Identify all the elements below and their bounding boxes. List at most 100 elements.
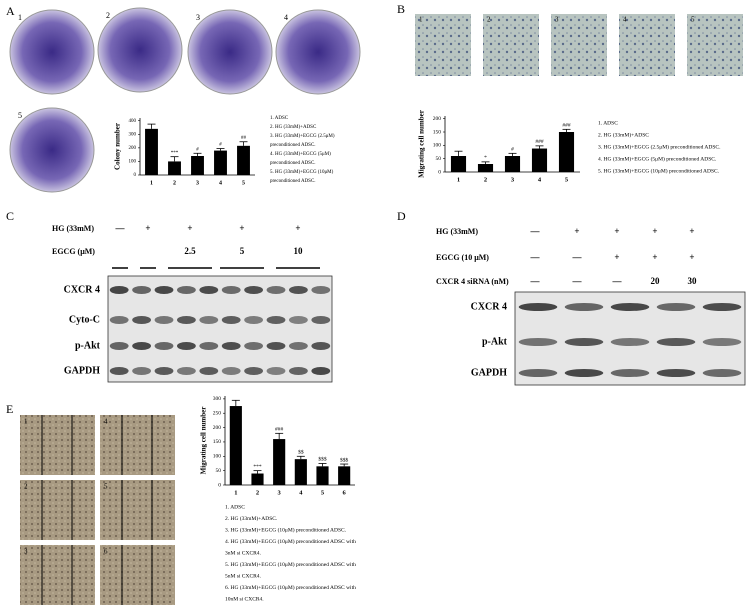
legend-item: 1. ADSC: [270, 116, 289, 121]
legend-item: preconditioned ADSC.: [270, 179, 316, 184]
legend-item: 2. HG (33mM)+ADSC: [270, 125, 317, 130]
protein-label: CXCR 4: [64, 284, 100, 295]
y-tick-label: 300: [213, 396, 222, 402]
legend-item: 2. HG (33mM)+ADSC: [598, 131, 649, 138]
significance-label: $$: [298, 449, 304, 456]
significance-label: #: [196, 147, 199, 152]
petri-dish: [187, 9, 273, 95]
y-axis-label: Colony number: [114, 123, 122, 170]
significance-label: ###: [275, 427, 284, 433]
field-label: 1: [419, 16, 423, 24]
treatment-mark: —: [530, 226, 541, 236]
treatment-mark: —: [612, 276, 623, 286]
treatment-mark: —: [572, 252, 583, 262]
treatment-mark: +: [689, 252, 694, 262]
bar: [316, 466, 329, 485]
legend-item: 3. HG (33mM)+EGCG (2.5μM) preconditioned…: [598, 143, 721, 150]
field-label: 6: [104, 548, 108, 556]
bar: [251, 473, 264, 485]
legend-item: preconditioned ADSC.: [270, 143, 316, 148]
blot-band: [266, 316, 286, 324]
bar: [558, 132, 575, 172]
blot-band: [610, 303, 650, 311]
blot-band: [244, 286, 264, 294]
dish-label: 2: [106, 11, 110, 20]
y-tick-label: 150: [433, 129, 442, 135]
bar: [191, 156, 204, 175]
micrograph: [687, 14, 743, 76]
treatment-mark: —: [530, 276, 541, 286]
field-label: 4: [104, 418, 108, 426]
legend-item: 4. HG (33mM)+EGCG (5μM): [270, 152, 331, 157]
blot-band: [176, 342, 196, 350]
x-tick-label: 4: [299, 489, 303, 496]
blot-band: [154, 286, 174, 294]
blot-band: [564, 338, 604, 346]
blot-band: [564, 303, 604, 311]
wound-image: [100, 545, 175, 605]
blot-band: [518, 338, 558, 346]
blot-band: [132, 342, 152, 350]
blot-band: [132, 367, 152, 375]
treatment-mark: +: [689, 226, 694, 236]
x-tick-label: 3: [196, 180, 199, 186]
blot-band: [610, 338, 650, 346]
x-tick-label: 5: [565, 176, 569, 183]
significance-label: ##: [241, 136, 247, 141]
field-label: 5: [104, 483, 108, 491]
wound-image: [20, 480, 95, 540]
bar: [145, 128, 158, 175]
protein-label: p-Akt: [75, 340, 101, 351]
legend-item: 5. HG (33mM)+EGCG (10μM): [270, 170, 334, 175]
legend-item: 10nM si CXCR4.: [225, 596, 264, 602]
blot-band: [288, 316, 308, 324]
legend-item: 3. HG (33mM)+EGCG (10μM) preconditioned …: [225, 526, 347, 533]
legend-item: 3. HG (33mM)+EGCG (2.5μM): [270, 134, 335, 139]
protein-label: Cyto-C: [69, 314, 100, 325]
wound-image: [100, 480, 175, 540]
blot-band: [288, 342, 308, 350]
treatment-label: HG (33mM): [52, 224, 94, 233]
blot-band: [702, 369, 742, 377]
blot-band: [221, 342, 241, 350]
bar: [531, 148, 548, 172]
y-tick-label: 50: [436, 156, 442, 162]
blot-band: [266, 367, 286, 375]
treatment-label: EGCG (μM): [52, 247, 95, 256]
blot-band: [656, 369, 696, 377]
blot-band: [109, 316, 129, 324]
legend-item: 2. HG (33mM)+ADSC.: [225, 515, 278, 522]
treatment-mark: 2.5: [184, 246, 196, 256]
treatment-mark: 20: [651, 276, 661, 286]
significance-label: $$$: [318, 456, 327, 463]
y-tick-label: 200: [213, 425, 222, 431]
treatment-mark: 30: [688, 276, 698, 286]
y-tick-label: 100: [213, 454, 222, 460]
treatment-mark: +: [295, 223, 300, 233]
field-label: 3: [24, 548, 28, 556]
x-tick-label: 4: [219, 180, 222, 186]
blot-band: [199, 316, 219, 324]
legend-item: 4. HG (33mM)+EGCG (5μM) preconditioned A…: [598, 155, 717, 162]
treatment-label: EGCG (10 μM): [436, 253, 489, 262]
treatment-mark: —: [115, 223, 126, 233]
bar: [214, 150, 227, 175]
bar: [338, 466, 351, 485]
blot-band: [266, 342, 286, 350]
blot-band: [244, 367, 264, 375]
petri-dish: [275, 9, 361, 95]
protein-label: CXCR 4: [471, 301, 507, 312]
blot-band: [221, 286, 241, 294]
x-tick-label: 4: [538, 176, 542, 183]
blot-band: [610, 369, 650, 377]
x-tick-label: 2: [173, 180, 176, 186]
protein-label: GAPDH: [471, 367, 507, 378]
protein-label: GAPDH: [64, 365, 100, 376]
bar: [450, 156, 467, 172]
legend-item: 4. HG (33mM)+EGCG (10μM) preconditioned …: [225, 538, 356, 545]
treatment-mark: 10: [294, 246, 304, 256]
blot-band: [109, 342, 129, 350]
x-tick-label: 1: [150, 180, 153, 186]
blot-band: [311, 342, 331, 350]
blot-band: [288, 286, 308, 294]
